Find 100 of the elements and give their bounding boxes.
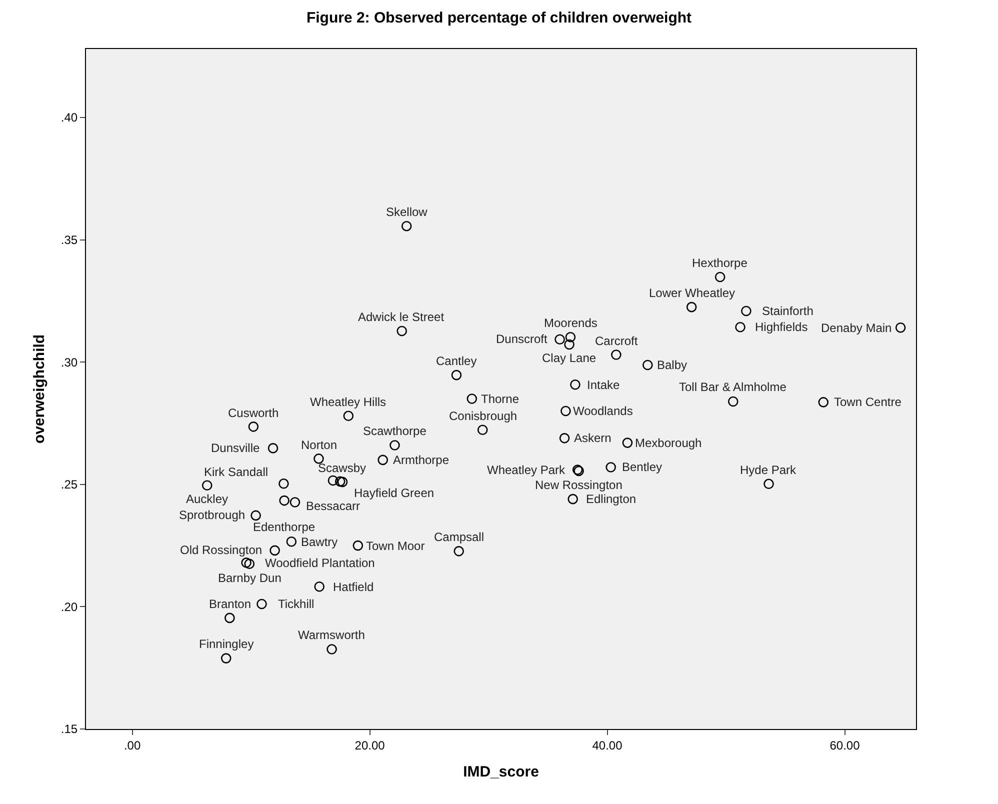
annotation: Highfields xyxy=(755,320,808,334)
annotation: Toll Bar & Almholme xyxy=(679,380,787,394)
point xyxy=(570,379,580,390)
point xyxy=(202,480,212,491)
annotation: Woodlands xyxy=(573,404,633,418)
x-tick-label: 60.00 xyxy=(830,738,860,752)
annotation: New Rossington xyxy=(535,478,622,492)
point xyxy=(568,494,578,504)
annotation: Dunsville xyxy=(211,441,260,455)
point xyxy=(352,540,364,551)
point xyxy=(818,397,829,408)
point xyxy=(290,497,300,508)
annotation: Askern xyxy=(574,431,612,445)
point xyxy=(606,462,616,472)
x-tick-label: 20.00 xyxy=(354,738,386,752)
annotation: Edenthorpe xyxy=(253,520,316,534)
point xyxy=(735,322,746,332)
point xyxy=(554,334,565,344)
y-tick-label: .25 xyxy=(60,478,78,492)
point xyxy=(241,558,252,568)
annotation: Branton xyxy=(209,597,252,611)
point xyxy=(343,410,354,422)
annotation: Stainforth xyxy=(762,304,814,318)
annotation: Barnby Dun xyxy=(218,571,282,585)
annotation: Clay Lane xyxy=(542,351,596,365)
annotation: Cusworth xyxy=(228,406,279,420)
point xyxy=(728,396,738,407)
annotation: Thorne xyxy=(481,392,520,406)
annotation: Kirk Sandall xyxy=(204,465,268,479)
y-tick-label: .15 xyxy=(60,722,78,736)
annotation: Town Moor xyxy=(366,539,425,553)
annotation: Sprotbrough xyxy=(179,508,246,522)
annotation: Woodfield Plantation xyxy=(265,556,375,570)
point xyxy=(279,495,290,506)
point xyxy=(250,510,261,521)
point xyxy=(337,476,348,488)
point xyxy=(314,454,324,464)
annotation: Finningley xyxy=(199,637,254,651)
annotation: Auckley xyxy=(186,492,228,506)
point xyxy=(396,326,407,336)
annotation: Armthorpe xyxy=(393,453,450,467)
annotation: Balby xyxy=(657,358,688,372)
annotation: Wheatley Hills xyxy=(310,395,386,409)
point xyxy=(256,598,267,610)
point xyxy=(714,272,726,282)
point xyxy=(248,422,259,432)
y-tick-label: .35 xyxy=(60,232,78,247)
point xyxy=(378,454,388,466)
annotation: Conisbrough xyxy=(449,409,518,423)
point xyxy=(326,644,337,654)
annotation: Bawtry xyxy=(301,535,338,549)
point xyxy=(622,438,633,448)
point xyxy=(286,536,297,547)
point xyxy=(244,558,255,570)
annotation: Edlington xyxy=(586,492,636,506)
point xyxy=(314,581,324,592)
annotation: Intake xyxy=(587,378,620,392)
annotation: Tickhill xyxy=(278,597,314,611)
point xyxy=(328,475,338,486)
annotation: Dunscroft xyxy=(496,332,548,346)
annotation: Cantley xyxy=(436,354,477,368)
point xyxy=(642,360,653,370)
point xyxy=(741,306,752,316)
point xyxy=(611,350,622,360)
y-tick-label: .20 xyxy=(60,600,78,614)
y-tick-label: .30 xyxy=(60,355,78,370)
annotation: Wheatley Park xyxy=(487,463,566,477)
point xyxy=(560,406,571,416)
annotation: Hyde Park xyxy=(740,463,798,477)
annotation: Mexborough xyxy=(635,436,702,450)
annotation: Denaby Main xyxy=(821,321,892,335)
x-axis-title: IMD_score xyxy=(463,763,539,780)
point xyxy=(268,443,278,454)
point xyxy=(477,424,488,435)
point xyxy=(278,478,289,489)
x-tick-label: .00 xyxy=(124,738,141,752)
point xyxy=(390,440,400,450)
point xyxy=(220,653,232,664)
annotation: Warmsworth xyxy=(298,628,365,642)
chart-title: Figure 2: Observed percentage of children overweight xyxy=(306,10,692,27)
annotation: Skellow xyxy=(386,205,428,219)
point xyxy=(895,322,906,333)
point xyxy=(334,476,346,487)
annotation: Bentley xyxy=(622,460,662,474)
point xyxy=(564,339,574,350)
point xyxy=(764,478,774,490)
point xyxy=(466,394,478,404)
point xyxy=(686,302,697,312)
annotation: Moorends xyxy=(544,316,598,330)
annotation: Carcroft xyxy=(595,334,638,348)
annotation: Norton xyxy=(301,438,338,452)
annotation: Adwick le Street xyxy=(358,310,445,324)
annotation: Hexthorpe xyxy=(692,256,748,270)
point xyxy=(565,332,576,342)
annotation: Hatfield xyxy=(333,580,374,594)
point xyxy=(224,612,235,624)
annotation: Bessacarr xyxy=(306,499,360,513)
annotation: Town Centre xyxy=(834,395,902,409)
point xyxy=(401,220,412,232)
annotation: Lower Wheatley xyxy=(649,286,736,300)
